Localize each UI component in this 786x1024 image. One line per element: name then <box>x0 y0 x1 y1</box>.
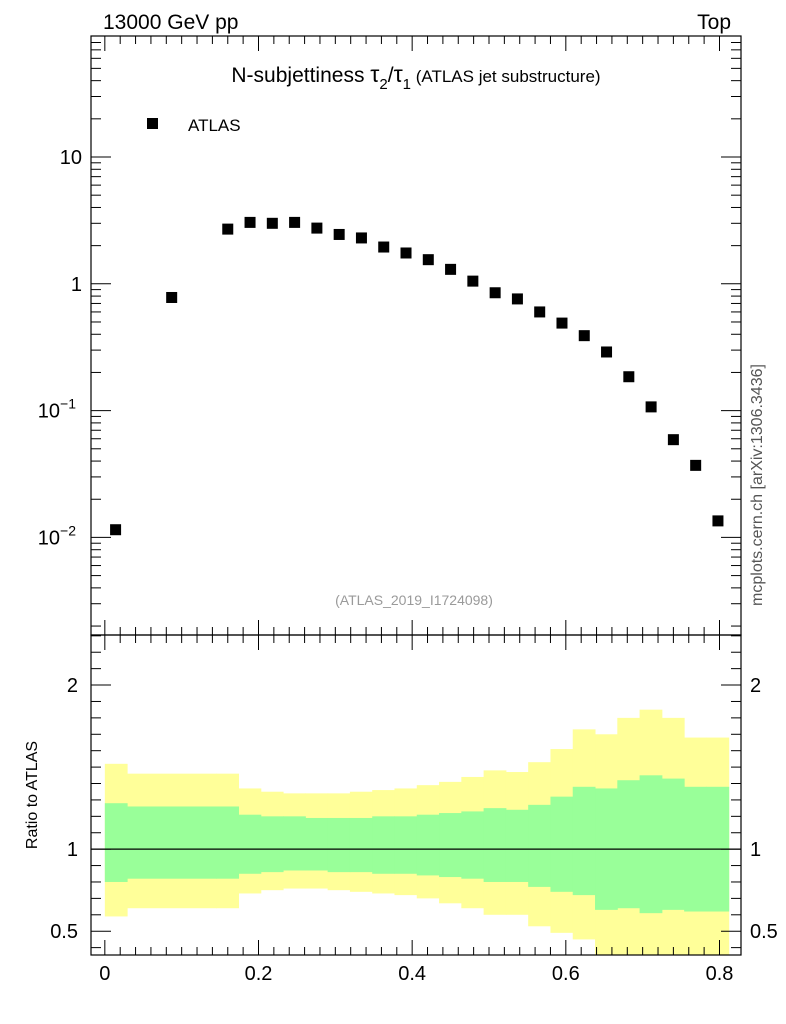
ratio-panel: 2 2 1 1 0.5 0.5 0 0.2 0.4 0.6 0.8 <box>50 634 778 985</box>
ratio-ticks <box>91 635 741 955</box>
tick-base: 10 <box>38 401 60 423</box>
main-y-tick-label: 10−1 <box>38 396 76 423</box>
title-tau2: τ <box>370 61 379 87</box>
atlas-data-point <box>166 291 178 303</box>
atlas-data-point <box>378 241 390 253</box>
atlas-data-point <box>311 222 323 234</box>
source-side-label: mcplots.cern.ch [arXiv:1306.3436] <box>749 364 766 606</box>
ratio-y-tick-labels: 2 2 1 1 0.5 0.5 <box>50 675 778 943</box>
inner-band-bin <box>439 813 462 878</box>
title-suffix: (ATLAS jet substructure) <box>411 67 601 86</box>
ratio-y-tick-label: 0.5 <box>50 921 78 943</box>
inner-band-bin <box>327 817 351 873</box>
title-main: N-subjettiness <box>231 64 370 87</box>
ratio-x-tick-label: 0 <box>99 963 110 985</box>
legend-marker <box>147 118 158 129</box>
ratio-x-tick-labels: 0 0.2 0.4 0.6 0.8 <box>99 963 733 985</box>
ratio-y-tick-label: 2 <box>67 675 78 697</box>
atlas-data-point <box>400 247 412 259</box>
title-tau1: τ <box>394 61 403 87</box>
plot-title: N-subjettiness τ2/τ1 (ATLAS jet substruc… <box>231 61 600 93</box>
inner-band-bin <box>461 811 485 879</box>
tick-exponent: −2 <box>60 522 76 538</box>
atlas-data-point <box>511 293 523 305</box>
atlas-data-point <box>667 434 679 446</box>
inner-band-bin <box>216 806 240 879</box>
legend-label: ATLAS <box>188 116 241 135</box>
atlas-data-point <box>110 524 122 536</box>
analysis-id: (ATLAS_2019_I1724098) <box>335 592 493 608</box>
inner-band-bin <box>416 814 440 876</box>
inner-band-bin <box>528 804 551 887</box>
atlas-data-point <box>623 371 635 383</box>
inner-band-bin <box>305 817 329 871</box>
atlas-data-point <box>645 401 657 413</box>
inner-band-bin <box>572 786 596 896</box>
inner-band-bin <box>372 816 395 874</box>
energy-label: 13000 GeV pp <box>103 11 238 34</box>
main-y-tick-label: 10 <box>60 147 82 169</box>
atlas-data-points <box>110 216 724 536</box>
atlas-data-point <box>422 254 434 266</box>
inner-band-bin <box>639 775 663 914</box>
main-y-tick-label: 1 <box>71 274 82 296</box>
atlas-data-point <box>244 216 256 228</box>
inner-band-bin <box>505 809 529 882</box>
inner-band-bin <box>127 806 217 879</box>
atlas-data-point <box>222 223 234 235</box>
atlas-data-point <box>445 263 457 275</box>
tick-exponent: −1 <box>60 396 76 412</box>
ratio-y-tick-label-right: 0.5 <box>750 921 778 943</box>
atlas-data-point <box>333 228 345 240</box>
inner-band-bin <box>238 814 262 874</box>
inner-band-bin <box>617 780 641 909</box>
ratio-ylabel: Ratio to ATLAS <box>24 741 41 849</box>
title-sub1: 1 <box>403 76 411 93</box>
atlas-data-point <box>690 459 702 471</box>
main-y-tick-label: 10−2 <box>38 522 76 549</box>
inner-band-bin <box>661 778 685 910</box>
ratio-frame <box>90 634 742 956</box>
title-slash: / <box>388 64 394 87</box>
inner-band-bin <box>483 808 507 882</box>
atlas-data-point <box>289 216 301 228</box>
atlas-data-point <box>556 317 568 329</box>
inner-band-bin <box>283 816 306 871</box>
title-sub2: 2 <box>379 76 387 93</box>
atlas-data-point <box>712 515 724 527</box>
ratio-y-tick-label-right: 1 <box>750 839 761 861</box>
atlas-data-point <box>266 217 278 229</box>
ratio-y-tick-label: 1 <box>67 839 78 861</box>
inner-band-bin <box>104 803 128 882</box>
inner-band-bin <box>349 817 373 873</box>
ratio-x-tick-label: 0.6 <box>552 963 580 985</box>
ratio-x-tick-label: 0.8 <box>706 963 734 985</box>
ratio-x-tick-label: 0.4 <box>398 963 426 985</box>
atlas-data-point <box>578 330 590 342</box>
atlas-data-point <box>534 306 546 318</box>
atlas-data-point <box>489 287 501 299</box>
atlas-data-point <box>601 346 613 358</box>
process-label: Top <box>697 11 731 34</box>
ratio-bands <box>104 709 730 955</box>
inner-band-bin <box>550 796 574 892</box>
ratio-x-tick-label: 0.2 <box>245 963 273 985</box>
atlas-data-point <box>467 275 479 287</box>
tick-base: 10 <box>38 527 60 549</box>
inner-band-bin <box>260 816 284 873</box>
atlas-data-point <box>355 232 367 244</box>
inner-band-bin <box>394 816 418 874</box>
ratio-y-tick-label-right: 2 <box>750 675 761 697</box>
main-ticks <box>91 35 741 635</box>
